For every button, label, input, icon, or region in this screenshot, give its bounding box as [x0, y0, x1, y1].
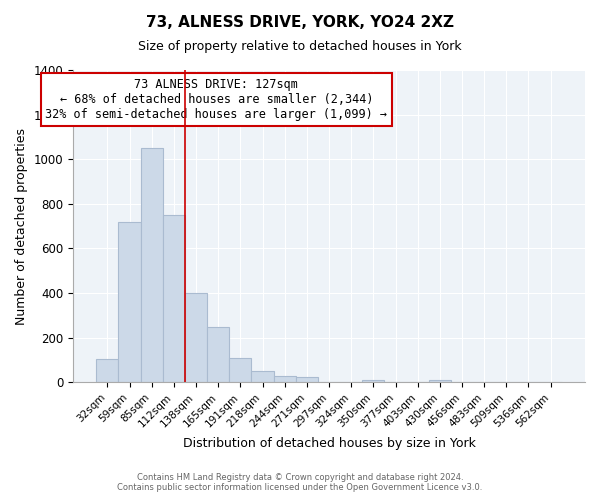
Bar: [429, 380, 451, 382]
X-axis label: Distribution of detached houses by size in York: Distribution of detached houses by size …: [182, 437, 475, 450]
Bar: [96, 358, 118, 382]
Bar: [362, 380, 385, 382]
Text: Contains HM Land Registry data © Crown copyright and database right 2024.
Contai: Contains HM Land Registry data © Crown c…: [118, 473, 482, 492]
Bar: [229, 358, 251, 382]
Bar: [163, 215, 185, 382]
Bar: [274, 376, 296, 382]
Bar: [296, 377, 318, 382]
Bar: [118, 222, 140, 382]
Bar: [140, 148, 163, 382]
Y-axis label: Number of detached properties: Number of detached properties: [15, 128, 28, 324]
Text: 73, ALNESS DRIVE, YORK, YO24 2XZ: 73, ALNESS DRIVE, YORK, YO24 2XZ: [146, 15, 454, 30]
Bar: [251, 372, 274, 382]
Bar: [185, 293, 207, 382]
Text: Size of property relative to detached houses in York: Size of property relative to detached ho…: [138, 40, 462, 53]
Text: 73 ALNESS DRIVE: 127sqm
← 68% of detached houses are smaller (2,344)
32% of semi: 73 ALNESS DRIVE: 127sqm ← 68% of detache…: [46, 78, 388, 121]
Bar: [207, 328, 229, 382]
